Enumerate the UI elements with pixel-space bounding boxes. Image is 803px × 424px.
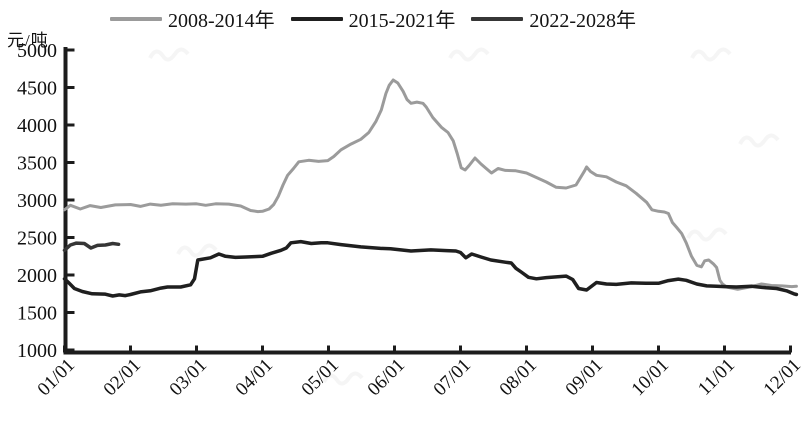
- series-line-2008-2014年: [63, 78, 798, 291]
- y-tick-label: 5000: [17, 40, 57, 62]
- series-line-2015-2021年: [62, 239, 799, 298]
- x-tick-label: 06/01: [364, 355, 409, 400]
- legend-swatch: [471, 16, 524, 21]
- x-tick-label: 10/01: [628, 355, 673, 400]
- axes: [63, 47, 791, 355]
- watermark: [148, 47, 190, 62]
- watermark: [686, 227, 728, 242]
- legend-item-0: 2008-2014年: [110, 4, 275, 33]
- x-tick-label: 03/01: [166, 355, 211, 400]
- legend-swatch: [110, 16, 162, 21]
- x-tick-label: 08/01: [496, 355, 541, 400]
- watermark: [448, 47, 490, 62]
- legend-item-1: 2015-2021年: [290, 4, 456, 33]
- x-tick-label: 09/01: [562, 355, 607, 400]
- legend-swatch: [290, 16, 343, 21]
- y-tick-label: 1000: [17, 340, 57, 362]
- legend: 2008-2014年 2015-2021年 2022-2028年: [110, 4, 636, 33]
- legend-label: 2008-2014年: [168, 10, 275, 32]
- x-tick-label: 04/01: [232, 355, 277, 400]
- x-tick-label: 12/01: [760, 355, 803, 400]
- watermark: [322, 371, 364, 386]
- series-line-2022-2028年: [62, 241, 121, 253]
- y-axis-unit-label: 元/吨: [7, 31, 49, 50]
- y-tick-label: 4000: [17, 115, 57, 137]
- y-tick-label: 4500: [17, 78, 57, 100]
- y-tick-label: 1500: [17, 303, 57, 325]
- legend-label: 2022-2028年: [529, 10, 637, 32]
- x-tick-label: 02/01: [100, 355, 145, 400]
- watermark: [690, 47, 732, 62]
- legend-item-2: 2022-2028年: [471, 4, 636, 33]
- x-tick-label: 07/01: [430, 355, 475, 400]
- watermark: [176, 243, 218, 258]
- y-tick-label: 2000: [17, 265, 57, 287]
- y-tick-label: 2500: [17, 228, 57, 250]
- legend-label: 2015-2021年: [348, 10, 456, 32]
- y-tick-label: 3500: [17, 153, 57, 175]
- y-tick-label: 3000: [17, 190, 57, 212]
- x-tick-label: 11/01: [694, 355, 739, 400]
- watermark: [738, 133, 780, 148]
